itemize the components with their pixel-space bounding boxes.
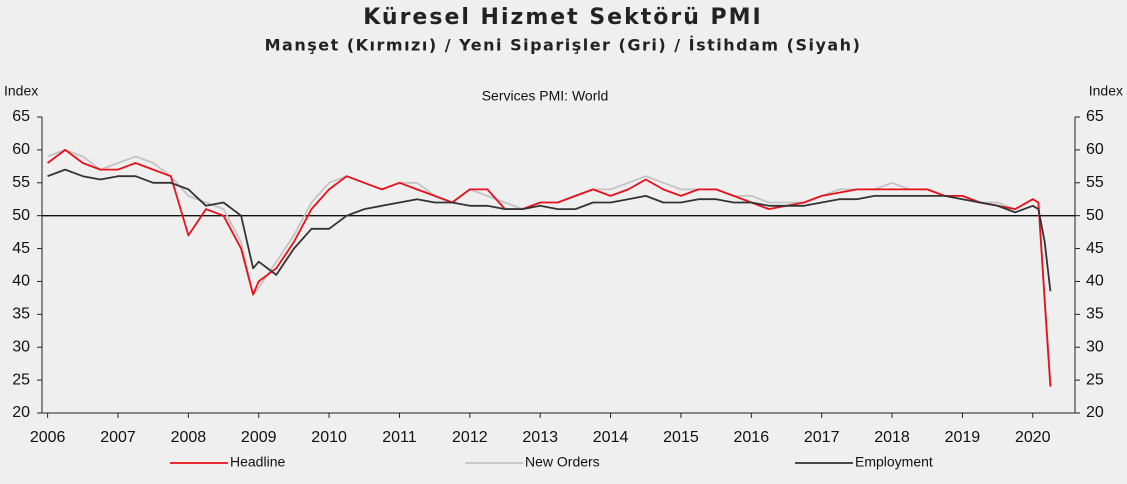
y-tick-label: 45 bbox=[12, 240, 30, 257]
y-tick-label: 20 bbox=[12, 404, 30, 421]
y2-tick-label: 55 bbox=[1086, 174, 1104, 191]
x-tick-label: 2017 bbox=[804, 429, 840, 446]
x-tick-label: 2006 bbox=[30, 429, 66, 446]
y2-tick-label: 50 bbox=[1086, 207, 1104, 224]
y-tick-label: 35 bbox=[12, 306, 30, 323]
x-tick-label: 2011 bbox=[382, 429, 417, 446]
legend-label: Headline bbox=[230, 454, 285, 470]
y2-axis-label: Index bbox=[1089, 83, 1123, 99]
x-tick-label: 2018 bbox=[874, 429, 910, 446]
chart-label: Services PMI: World bbox=[482, 88, 609, 104]
y-tick-label: 55 bbox=[12, 174, 30, 191]
y-axis-label: Index bbox=[4, 83, 38, 99]
y2-tick-label: 30 bbox=[1086, 338, 1104, 355]
y2-tick-label: 20 bbox=[1086, 404, 1104, 421]
x-tick-label: 2016 bbox=[734, 429, 770, 446]
x-tick-label: 2010 bbox=[311, 429, 347, 446]
y2-tick-label: 35 bbox=[1086, 306, 1104, 323]
y-tick-label: 30 bbox=[12, 338, 30, 355]
chart-subtitle: Manşet (Kırmızı) / Yeni Siparişler (Gri)… bbox=[265, 36, 862, 55]
x-tick-label: 2012 bbox=[452, 429, 488, 446]
x-tick-label: 2020 bbox=[1015, 429, 1051, 446]
x-tick-label: 2008 bbox=[171, 429, 207, 446]
y2-tick-label: 60 bbox=[1086, 141, 1104, 158]
y-tick-label: 40 bbox=[12, 273, 30, 290]
y-tick-label: 25 bbox=[12, 371, 30, 388]
y-tick-label: 60 bbox=[12, 141, 30, 158]
series-line bbox=[47, 148, 1052, 387]
y-tick-label: 50 bbox=[12, 207, 30, 224]
x-tick-label: 2013 bbox=[522, 429, 558, 446]
x-tick-label: 2009 bbox=[241, 429, 277, 446]
x-tick-label: 2007 bbox=[100, 429, 136, 446]
x-tick-label: 2015 bbox=[663, 429, 699, 446]
y2-tick-label: 65 bbox=[1086, 108, 1104, 125]
y2-tick-label: 25 bbox=[1086, 371, 1104, 388]
legend-label: Employment bbox=[855, 454, 933, 470]
x-tick-label: 2014 bbox=[593, 429, 629, 446]
series-line bbox=[47, 168, 1052, 292]
series-line bbox=[47, 148, 1052, 381]
y2-tick-label: 40 bbox=[1086, 273, 1104, 290]
chart-title: Küresel Hizmet Sektörü PMI bbox=[363, 5, 763, 30]
x-tick-label: 2019 bbox=[945, 429, 981, 446]
legend-label: New Orders bbox=[525, 454, 600, 470]
y-tick-label: 65 bbox=[12, 108, 30, 125]
y2-tick-label: 45 bbox=[1086, 240, 1104, 257]
